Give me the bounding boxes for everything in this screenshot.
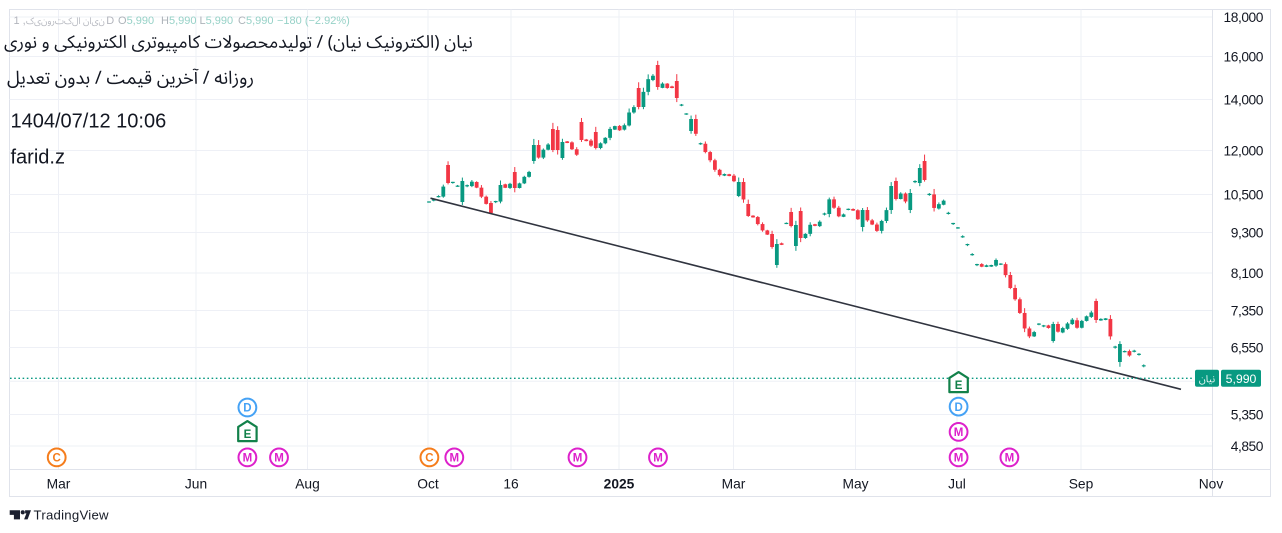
svg-text:farid.z: farid.z (11, 146, 65, 168)
svg-text:12,000: 12,000 (1224, 143, 1264, 158)
svg-text:M: M (450, 453, 460, 465)
svg-text:2025: 2025 (604, 477, 635, 492)
svg-text:E: E (244, 429, 252, 441)
svg-text:−180 (−2.92%): −180 (−2.92%) (277, 15, 350, 27)
svg-text:5,990: 5,990 (1226, 372, 1257, 386)
svg-text:18,000: 18,000 (1224, 10, 1264, 25)
svg-text:M: M (954, 453, 964, 465)
svg-text:M: M (274, 453, 284, 465)
svg-text:C5,990: C5,990 (238, 15, 273, 27)
svg-text:9,300: 9,300 (1231, 225, 1264, 240)
svg-text:C: C (425, 453, 433, 465)
svg-text:TradingView: TradingView (34, 507, 110, 522)
svg-text:O5,990: O5,990 (118, 15, 154, 27)
svg-text:Nov: Nov (1199, 477, 1224, 492)
svg-text:H5,990: H5,990 (161, 15, 196, 27)
svg-text:M: M (573, 453, 583, 465)
svg-text:D: D (243, 403, 251, 415)
svg-text:Mar: Mar (47, 477, 71, 492)
svg-text:4,850: 4,850 (1231, 439, 1264, 454)
svg-text:Jul: Jul (948, 477, 966, 492)
svg-text:7,350: 7,350 (1231, 303, 1264, 318)
svg-text:Mar: Mar (722, 477, 746, 492)
svg-text:1 ,: 1 , (14, 15, 26, 27)
svg-text:6,550: 6,550 (1231, 340, 1264, 355)
svg-text:16: 16 (503, 477, 519, 492)
svg-text:Oct: Oct (417, 477, 439, 492)
svg-text:C: C (53, 453, 61, 465)
svg-text:D: D (106, 15, 114, 27)
svg-text:Sep: Sep (1069, 477, 1094, 492)
svg-text:M: M (653, 453, 663, 465)
svg-text:M: M (243, 453, 253, 465)
svg-text:M: M (954, 427, 964, 439)
svg-text:E: E (955, 380, 963, 392)
svg-text:8,100: 8,100 (1231, 266, 1264, 281)
svg-text:1404/07/12 10:06: 1404/07/12 10:06 (11, 110, 167, 132)
svg-text:16,000: 16,000 (1224, 49, 1264, 64)
svg-text:L5,990: L5,990 (200, 15, 234, 27)
svg-text:5,350: 5,350 (1231, 407, 1264, 422)
svg-text:May: May (842, 477, 868, 492)
svg-text:M: M (1005, 453, 1015, 465)
svg-text:D: D (954, 402, 962, 414)
svg-text:Aug: Aug (295, 477, 320, 492)
svg-text:10,500: 10,500 (1224, 187, 1264, 202)
svg-text:14,000: 14,000 (1224, 92, 1264, 107)
svg-text:Jun: Jun (185, 477, 207, 492)
